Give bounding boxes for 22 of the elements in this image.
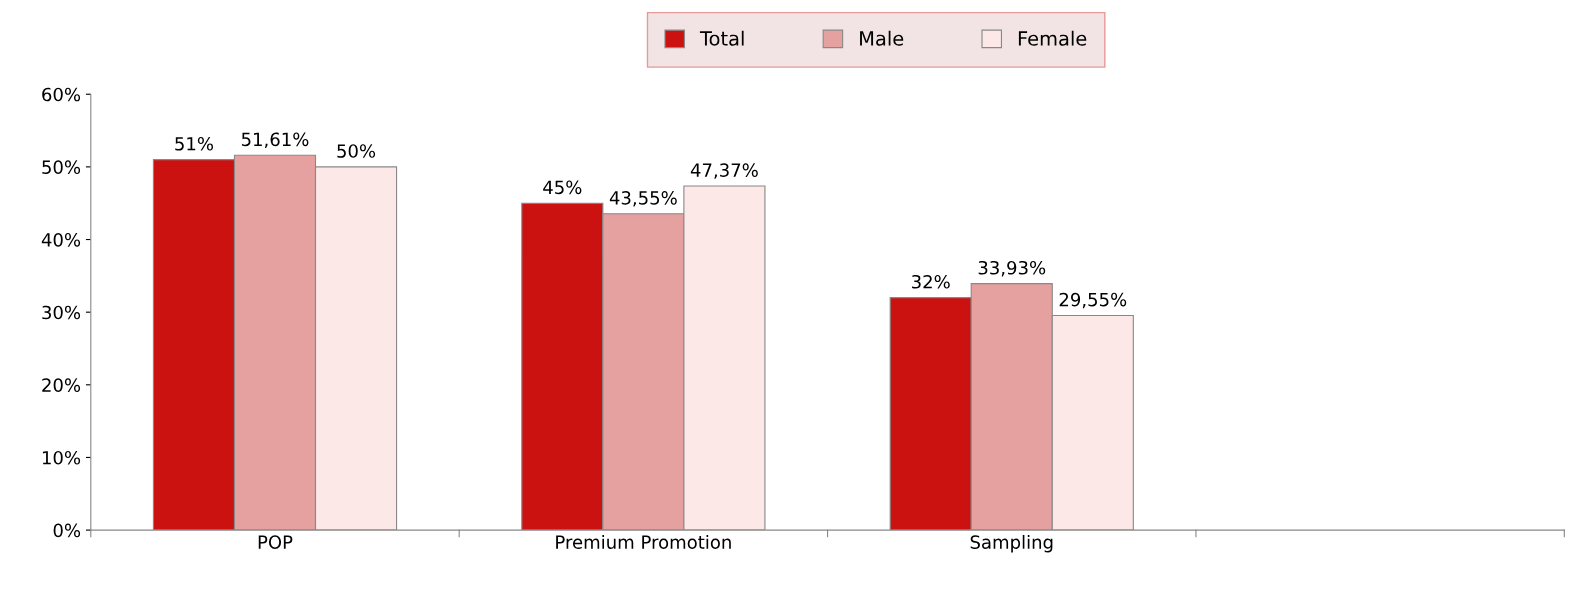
legend-label: Female (1018, 30, 1087, 46)
y-tick-label: 50% (42, 160, 81, 174)
y-tick-label: 20% (42, 378, 81, 392)
legend-label: Male (860, 30, 904, 46)
legend-label: Total (699, 30, 744, 46)
data-label: 29,55% (1059, 292, 1127, 309)
x-tick-label: POP (258, 535, 293, 549)
x-tick-label: Sampling (970, 534, 1053, 553)
data-label: 50% (337, 144, 376, 158)
data-label: 43,55% (609, 191, 677, 207)
data-label: 51,61% (241, 132, 309, 148)
y-tick-label: 30% (42, 305, 81, 320)
y-tick-label: 40% (41, 232, 81, 247)
y-tick-label: 60% (42, 87, 81, 102)
data-label: 47,37% (690, 163, 758, 179)
y-tick-label: 0% (53, 523, 81, 538)
x-tick-label: Premium Promotion (556, 534, 731, 549)
data-label: 51% (175, 136, 214, 151)
data-label: 33,93% (978, 260, 1046, 277)
data-label: 32% (912, 274, 950, 289)
data-label: 45% (543, 180, 582, 195)
y-tick-label: 10% (42, 450, 81, 465)
